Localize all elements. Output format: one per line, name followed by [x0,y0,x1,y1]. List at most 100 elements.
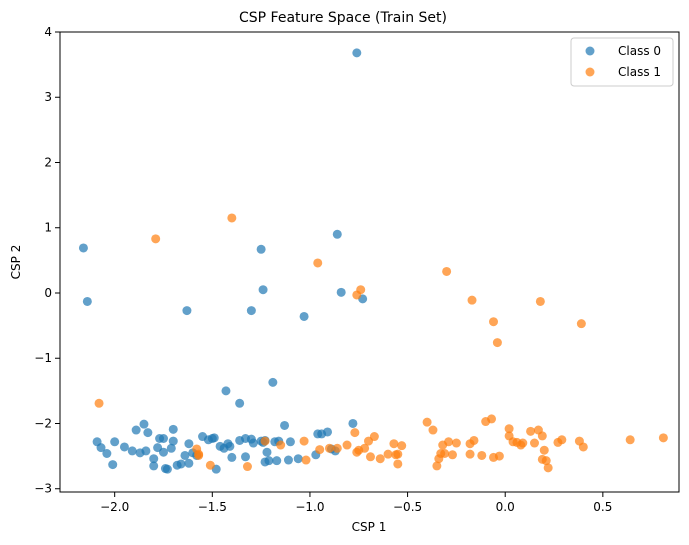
x-axis-label: CSP 1 [352,520,387,534]
point-class-1-41 [432,461,442,471]
y-tick-label: 2 [44,155,52,169]
point-class-1-39 [422,417,432,427]
point-class-0-65 [264,456,274,466]
point-class-0-12 [221,386,231,396]
point-class-0-8 [182,306,192,316]
point-class-1-63 [526,426,536,436]
point-class-1-1 [151,234,161,244]
legend-marker-class-1 [585,67,595,77]
point-class-1-70 [543,463,553,473]
point-class-1-17 [260,436,270,446]
point-class-1-69 [541,456,551,466]
point-class-0-57 [241,452,250,462]
point-class-0-14 [348,418,358,428]
point-class-0-72 [293,454,303,464]
point-class-0-37 [168,424,178,434]
point-class-1-22 [324,443,334,453]
point-class-1-52 [477,450,487,460]
point-class-0-64 [262,447,272,457]
point-class-0-6 [336,287,346,297]
point-class-0-70 [283,455,293,465]
point-class-0-13 [235,398,245,408]
point-class-0-69 [280,420,290,430]
point-class-0-40 [180,450,190,460]
point-class-1-46 [444,437,454,447]
point-class-1-74 [578,442,588,452]
legend-label-class-0: Class 0 [618,44,661,58]
point-class-1-28 [360,443,370,453]
point-class-0-35 [166,443,176,453]
point-class-1-38 [397,441,407,451]
point-class-0-21 [127,446,137,456]
point-class-0-10 [299,311,309,321]
point-class-1-64 [530,438,539,448]
point-class-0-34 [162,464,172,474]
point-class-0-3 [256,244,266,254]
point-class-1-23 [332,443,342,453]
point-class-1-51 [469,435,479,445]
point-class-1-5 [442,266,452,276]
point-class-0-0 [352,48,362,58]
point-class-1-40 [428,425,438,435]
point-class-0-42 [184,458,194,468]
point-class-1-9 [492,338,502,348]
point-class-0-18 [110,437,120,447]
point-class-1-21 [315,445,325,455]
point-class-1-56 [494,451,504,461]
point-class-1-2 [313,258,323,268]
point-class-0-24 [139,419,149,429]
point-class-1-72 [557,435,567,445]
point-class-1-33 [383,449,393,459]
point-class-1-16 [242,462,252,472]
point-class-1-37 [393,459,403,469]
point-class-1-68 [539,445,549,455]
point-class-0-54 [227,452,237,462]
point-class-0-5 [258,285,268,295]
point-class-0-22 [131,425,141,435]
y-tick-label: 1 [44,221,52,235]
point-class-1-18 [276,440,286,450]
point-class-1-0 [227,213,237,223]
point-class-1-75 [625,435,635,445]
y-tick-label: −3 [34,482,52,496]
point-class-0-17 [102,449,112,458]
point-class-1-30 [365,452,375,462]
point-class-1-32 [375,454,385,464]
legend: Class 0 Class 1 [570,37,674,87]
point-class-0-67 [272,456,282,466]
point-class-0-9 [246,306,256,316]
point-class-0-59 [248,438,258,448]
point-class-0-28 [149,461,159,471]
points-layer [78,48,668,474]
x-tick-label: 0.0 [496,500,515,514]
x-tick-label: −1.5 [198,500,227,514]
point-class-0-76 [323,427,333,437]
x-axis: −2.0 −1.5 −1.0 −0.5 0.0 0.5 [100,492,612,514]
point-class-1-49 [465,449,475,459]
point-class-1-66 [537,431,547,441]
point-class-1-20 [301,455,311,465]
point-class-1-4 [352,290,362,300]
y-axis: −3 −2 −1 0 1 2 3 4 [34,25,60,496]
point-class-0-48 [209,433,219,443]
legend-label-class-1: Class 1 [618,65,661,79]
point-class-1-76 [658,433,668,443]
point-class-0-71 [285,437,295,447]
point-class-0-1 [78,243,88,253]
y-tick-label: 4 [44,25,52,39]
legend-box [570,37,674,87]
point-class-1-31 [369,432,379,442]
point-class-0-27 [149,454,159,464]
point-class-1-36 [393,449,403,459]
point-class-0-16 [96,443,106,453]
point-class-1-57 [504,424,514,434]
point-class-0-20 [119,442,129,452]
point-class-1-19 [299,436,309,446]
y-tick-label: −2 [34,416,52,430]
x-tick-label: 0.5 [593,500,612,514]
y-axis-label: CSP 2 [9,245,23,280]
x-tick-label: −0.5 [393,500,422,514]
point-class-1-54 [487,414,497,424]
point-class-1-10 [576,319,586,329]
